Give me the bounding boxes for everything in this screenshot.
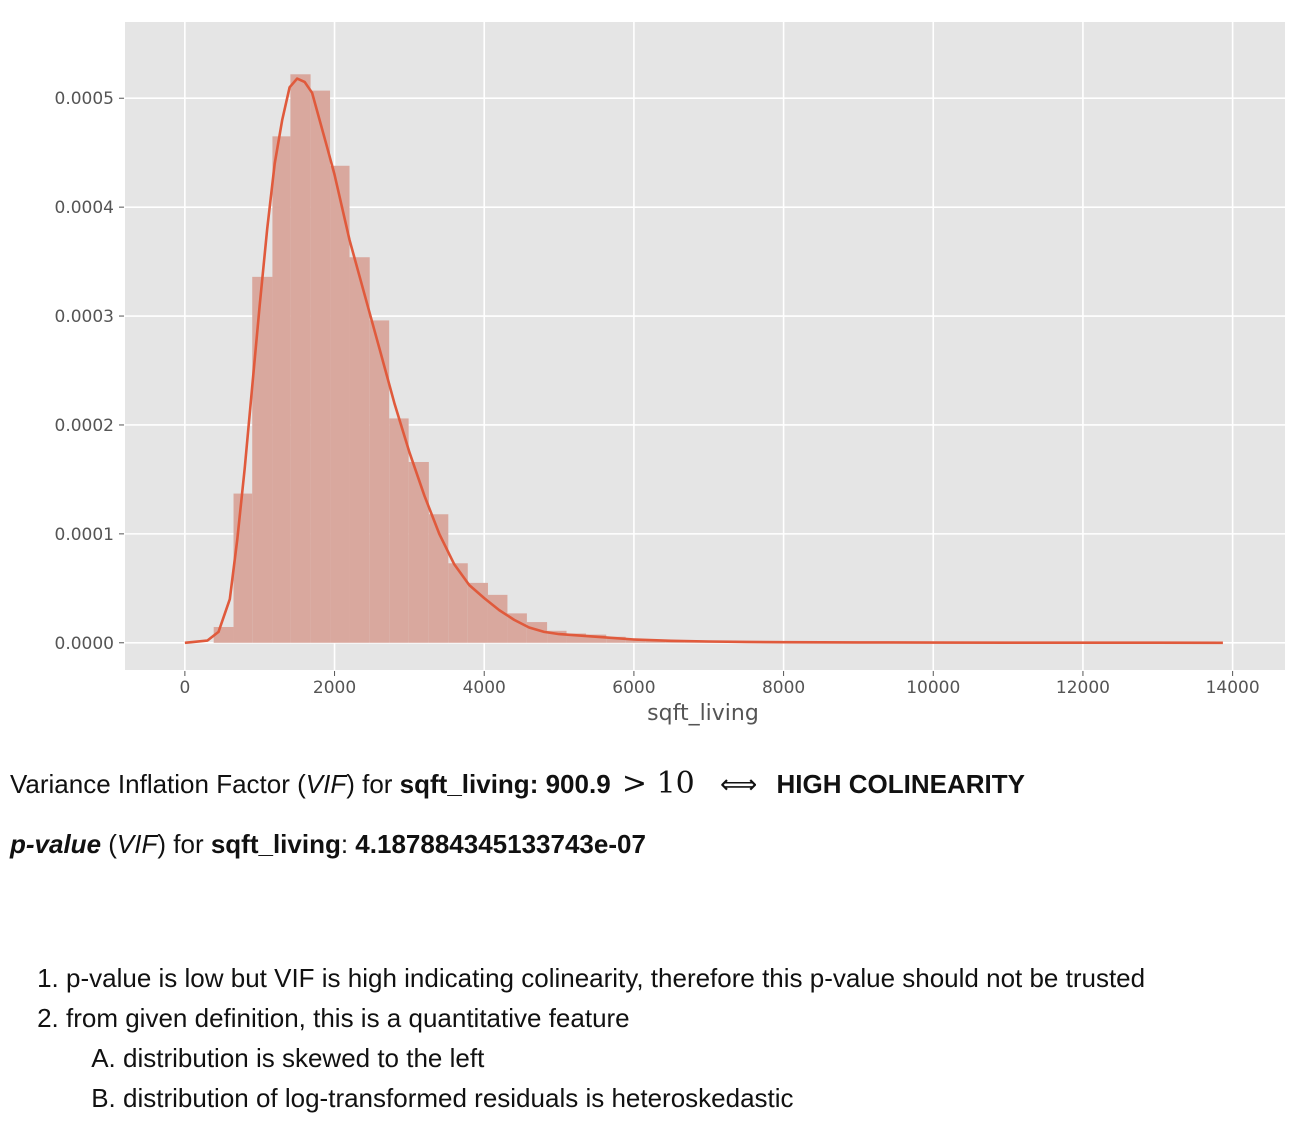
- pvalue-for-text: ) for: [157, 829, 211, 859]
- histogram-bar: [310, 90, 331, 643]
- histogram-bar: [448, 563, 468, 643]
- y-tick-label: 0.0004: [55, 198, 114, 218]
- y-tick-label: 0.0005: [55, 89, 114, 109]
- list-item: distribution is skewed to the left: [123, 1038, 1145, 1078]
- sub-finding-text: distribution is skewed to the left: [123, 1043, 485, 1073]
- list-item: distribution of log-transformed residual…: [123, 1078, 1145, 1118]
- sub-findings-list: distribution is skewed to the left distr…: [66, 1038, 1145, 1118]
- x-tick-label: 0: [179, 678, 190, 698]
- histogram-bar: [330, 165, 350, 643]
- histogram-bar: [428, 514, 449, 643]
- histogram-bar: [586, 634, 607, 643]
- x-tick-label: 2000: [313, 678, 356, 698]
- vif-value: 900.9: [545, 769, 611, 799]
- pvalue-feature: sqft_living: [210, 829, 341, 859]
- histogram-bar: [252, 276, 273, 643]
- grid-lines: [125, 22, 1285, 670]
- y-tick-label: 0.0000: [55, 634, 114, 654]
- x-tick-label: 12000: [1056, 678, 1110, 698]
- histogram-chart: 0.0000 0.0001 0.0002 0.0003 0.0004 0.0005 0 20…: [55, 22, 1285, 726]
- iff-arrow-icon: ⟺: [720, 769, 758, 799]
- vif-abbrev: VIF: [305, 769, 347, 799]
- x-tick-label: 4000: [463, 678, 506, 698]
- finding-text: from given definition, this is a quantit…: [66, 1003, 630, 1033]
- vif-statement: Variance Inflation Factor (VIF) for sqft…: [10, 766, 1025, 801]
- vif-verdict: HIGH COLINEARITY: [776, 769, 1025, 799]
- kde-curve: [184, 77, 1223, 645]
- vif-colon: :: [529, 769, 539, 799]
- x-tick-label: 8000: [762, 678, 805, 698]
- histogram-bar: [233, 493, 253, 643]
- histogram-bar: [408, 461, 429, 643]
- histogram-bar: [389, 418, 409, 643]
- sub-finding-text: distribution of log-transformed residual…: [123, 1083, 794, 1113]
- list-item: from given definition, this is a quantit…: [66, 998, 1145, 1118]
- histogram-bar: [349, 257, 370, 643]
- histogram-bar: [507, 613, 527, 643]
- histogram-bar: [625, 638, 646, 643]
- x-tick-label: 14000: [1206, 678, 1260, 698]
- histogram-bars: [213, 74, 804, 643]
- y-tick-label: 0.0003: [55, 307, 114, 327]
- y-axis: 0.0000 0.0001 0.0002 0.0003 0.0004 0.0005: [55, 89, 124, 654]
- y-tick-label: 0.0001: [55, 525, 114, 545]
- histogram-bar: [606, 636, 626, 643]
- kde-line: [184, 77, 1223, 645]
- x-tick-label: 6000: [612, 678, 655, 698]
- histogram-bar: [487, 594, 508, 643]
- histogram-bar: [290, 74, 311, 643]
- x-tick-label: 10000: [906, 678, 960, 698]
- list-item: p-value is low but VIF is high indicatin…: [66, 958, 1145, 998]
- pvalue-vif-abbrev: VIF: [116, 829, 158, 859]
- pvalue-open-paren: (: [101, 829, 117, 859]
- histogram-bar: [272, 136, 291, 643]
- pvalue-value: 4.187884345133743e-07: [355, 829, 646, 859]
- x-axis-label: sqft_living: [647, 701, 759, 726]
- pvalue-label: p-value: [10, 829, 102, 859]
- histogram-bar: [547, 630, 567, 643]
- y-tick-label: 0.0002: [55, 416, 114, 436]
- histogram-bar: [566, 633, 587, 643]
- histogram-bar: [369, 320, 390, 643]
- vif-prefix: Variance Inflation Factor (: [10, 769, 306, 799]
- pvalue-colon: :: [340, 829, 356, 859]
- vif-feature: sqft_living: [399, 769, 530, 799]
- pvalue-statement: p-value (VIF) for sqft_living: 4.1878843…: [10, 829, 646, 860]
- vif-threshold: > 10: [621, 766, 695, 801]
- finding-text: p-value is low but VIF is high indicatin…: [66, 963, 1146, 993]
- vif-for-text: ) for: [346, 769, 400, 799]
- findings-list: p-value is low but VIF is high indicatin…: [0, 958, 1145, 1118]
- x-axis: 0 2000 4000 6000 8000 10000 12000 14000: [179, 671, 1260, 698]
